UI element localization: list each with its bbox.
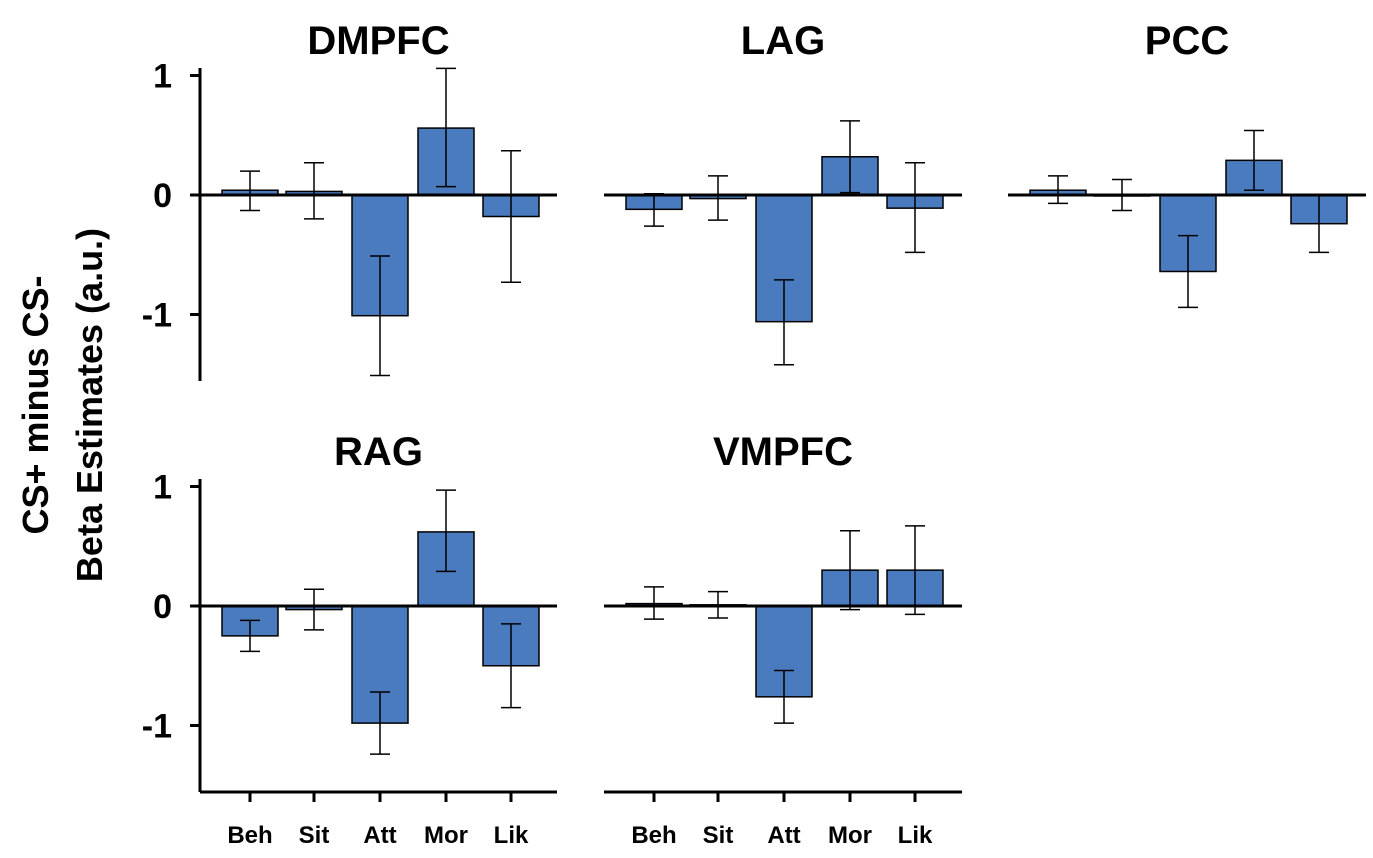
error-bar-lik <box>905 525 925 616</box>
y-tick-label: 1 <box>153 58 172 96</box>
error-bar-sit <box>1112 178 1132 212</box>
x-tick-label: Mor <box>828 822 872 849</box>
error-bar-beh <box>240 170 260 212</box>
error-bar-att <box>1178 234 1198 309</box>
error-bar-lik <box>501 150 521 283</box>
error-bar-mor <box>436 67 456 188</box>
panel-dmpfc: DMPFC 1 0 -1 <box>142 19 557 381</box>
error-bar-mor <box>840 120 860 194</box>
error-bar-beh <box>644 586 664 620</box>
error-bar-sit <box>304 161 324 220</box>
error-bar-lik <box>501 623 521 709</box>
error-bar-att <box>774 669 794 724</box>
panel-title: VMPFC <box>713 430 853 474</box>
panel-lag: LAG <box>604 19 962 366</box>
panel-title: RAG <box>334 430 423 474</box>
error-bar-att <box>370 691 390 755</box>
x-tick-label: Sit <box>299 822 330 849</box>
x-tick-label: Beh <box>227 822 272 849</box>
error-bar-beh <box>240 619 260 653</box>
x-tick-label: Lik <box>494 822 529 849</box>
panel-pcc: PCC <box>1008 19 1366 309</box>
error-bar-sit <box>708 175 728 221</box>
panel-title: PCC <box>1145 19 1229 63</box>
y-tick-label: -1 <box>142 297 172 335</box>
y-tick-label: 1 <box>153 469 172 507</box>
x-tick-label: Beh <box>631 822 676 849</box>
x-tick-label: Sit <box>703 822 734 849</box>
panel-vmpfc: VMPFC Beh Sit Att Mor Lik <box>604 430 962 849</box>
y-tick-label: 0 <box>153 177 172 215</box>
error-bar-lik <box>1309 194 1329 254</box>
error-bar-beh <box>644 193 664 227</box>
ylabel-line-2: Beta Estimates (a.u.) <box>69 228 110 582</box>
x-tick-label: Lik <box>898 822 933 849</box>
error-bar-att <box>370 255 390 377</box>
error-bar-lik <box>905 161 925 254</box>
panel-title: LAG <box>741 19 825 63</box>
error-bar-mor <box>840 529 860 611</box>
error-bar-mor <box>436 489 456 573</box>
error-bar-mor <box>1244 129 1264 191</box>
error-bar-beh <box>1048 175 1068 205</box>
x-tick-label: Mor <box>424 822 468 849</box>
ylabel-line-1: CS+ minus CS- <box>15 275 56 534</box>
x-tick-label: Att <box>767 822 800 849</box>
x-tick-label: Att <box>363 822 396 849</box>
y-tick-label: 0 <box>153 588 172 626</box>
error-bar-att <box>774 279 794 366</box>
error-bar-sit <box>304 588 324 631</box>
error-bar-sit <box>708 590 728 619</box>
panel-title: DMPFC <box>307 19 449 63</box>
panel-rag: RAG 1 0 -1 Beh Sit Att Mor Lik <box>142 430 557 849</box>
y-tick-label: -1 <box>142 708 172 746</box>
